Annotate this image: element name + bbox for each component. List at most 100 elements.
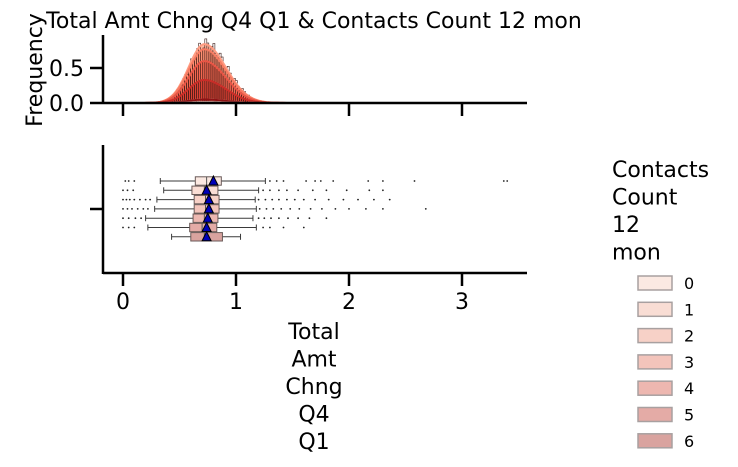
outlier-point xyxy=(126,189,129,192)
outlier-point xyxy=(348,208,350,210)
outlier-point xyxy=(357,198,359,201)
boxplot-layer xyxy=(122,174,509,242)
outlier-point xyxy=(365,208,367,210)
outlier-point xyxy=(282,180,285,182)
histogram-bar-layer xyxy=(167,38,250,104)
outlier-point xyxy=(140,217,143,220)
outlier-point xyxy=(269,189,271,192)
outlier-point xyxy=(128,198,131,201)
bottom-x-tick-label: 3 xyxy=(455,290,469,315)
outlier-point xyxy=(382,189,384,192)
kde-line-group-4 xyxy=(103,60,527,104)
outlier-point xyxy=(282,226,285,229)
outlier-point xyxy=(280,208,283,210)
outlier-point xyxy=(263,217,266,220)
outlier-point xyxy=(502,180,505,182)
histogram-panel: 0.00.5 Frequency xyxy=(23,13,527,127)
legend-label: 5 xyxy=(684,406,694,425)
kde-line-group-2 xyxy=(103,43,527,104)
legend-swatch xyxy=(637,275,673,291)
x-axis-label-line: Q1 xyxy=(298,430,329,455)
outlier-point xyxy=(424,208,427,210)
outlier-point xyxy=(125,198,128,201)
outlier-point xyxy=(133,226,136,229)
legend-label: 0 xyxy=(684,274,694,293)
legend-swatch xyxy=(637,354,673,370)
legend-entry-3: 3 xyxy=(637,353,694,372)
outlier-point xyxy=(297,217,299,220)
outlier-point xyxy=(314,180,316,182)
outlier-point xyxy=(269,226,271,229)
outlier-point xyxy=(293,198,296,201)
legend-swatch xyxy=(637,327,673,344)
legend-swatch xyxy=(637,380,673,396)
kde-line-layer xyxy=(103,43,527,104)
outlier-point xyxy=(286,189,288,192)
bottom-x-tick-label: 0 xyxy=(116,290,130,315)
outlier-point xyxy=(136,208,139,210)
outlier-point xyxy=(133,198,136,201)
outlier-point xyxy=(133,180,136,182)
outlier-point xyxy=(127,226,130,229)
outlier-point xyxy=(275,180,278,182)
x-axis-label-line: Q4 xyxy=(298,403,329,428)
outlier-point xyxy=(262,226,264,229)
outlier-point xyxy=(264,198,267,201)
legend-title-line: Count xyxy=(612,186,678,211)
outlier-point xyxy=(278,217,280,220)
outlier-point xyxy=(325,189,328,192)
legend-label: 6 xyxy=(684,432,694,451)
legend-label: 3 xyxy=(684,353,694,372)
top-x-ticks xyxy=(121,103,464,116)
mean-marker xyxy=(203,202,215,214)
top-y-axis-label: Frequency xyxy=(23,13,48,127)
outlier-point xyxy=(287,217,289,220)
legend-entry-5: 5 xyxy=(637,406,694,425)
outlier-point xyxy=(368,189,371,192)
outlier-point xyxy=(382,180,384,182)
outlier-point xyxy=(262,189,264,192)
boxplot-group-2 xyxy=(122,193,391,205)
outlier-point xyxy=(286,198,288,201)
outlier-point xyxy=(126,208,129,210)
kde-fill-layer xyxy=(103,44,527,103)
legend-swatch xyxy=(637,433,673,449)
legend-title-line: Contacts xyxy=(612,158,709,183)
outlier-point xyxy=(382,208,384,210)
legend-entry-1: 1 xyxy=(637,300,694,319)
outlier-point xyxy=(308,217,311,220)
outlier-point xyxy=(149,198,152,201)
legend-entry-0: 0 xyxy=(637,274,694,293)
legend-swatch xyxy=(637,406,673,423)
outlier-point xyxy=(314,198,316,201)
top-y-ticks: 0.00.5 xyxy=(49,57,103,117)
outlier-point xyxy=(367,180,370,182)
x-axis-label-line: Chng xyxy=(285,375,342,400)
kde-area-group-2 xyxy=(103,44,527,103)
outlier-point xyxy=(319,180,322,182)
mean-marker xyxy=(201,184,212,195)
boxplot-group-4 xyxy=(122,212,328,223)
legend-label: 2 xyxy=(684,327,694,346)
kde-area-group-3 xyxy=(103,49,527,103)
mean-marker xyxy=(208,174,219,186)
boxplot-group-1 xyxy=(122,184,384,196)
bottom-x-tick-label: 2 xyxy=(342,290,356,315)
outlier-point xyxy=(272,208,275,210)
outlier-point xyxy=(127,180,130,182)
legend-title-line: mon xyxy=(612,241,661,266)
legend-title-line: 12 xyxy=(612,213,640,238)
legend-entries: 0 1 2 3 4 5 6 xyxy=(637,274,694,451)
chart-title: Total Amt Chng Q4 Q1 & Contacts Count 12… xyxy=(45,9,582,34)
outlier-point xyxy=(258,208,261,210)
outlier-point xyxy=(342,198,345,201)
boxplot-group-6 xyxy=(171,230,242,242)
mean-marker xyxy=(202,212,214,223)
outlier-point xyxy=(122,226,124,229)
outlier-point xyxy=(122,198,124,201)
outlier-point xyxy=(302,226,305,229)
outlier-point xyxy=(271,198,274,201)
